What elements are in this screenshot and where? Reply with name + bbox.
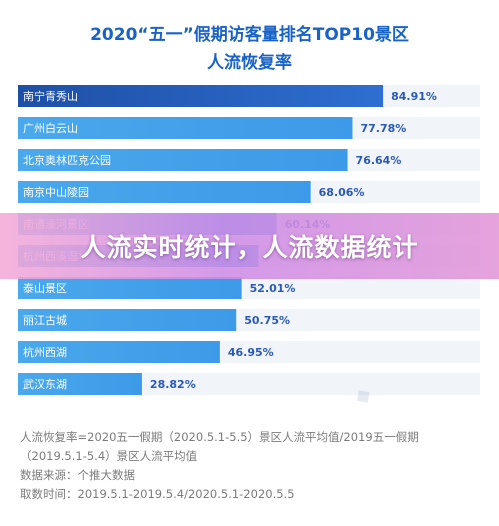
bar-category-label: 南宁青秀山 (23, 89, 78, 103)
bar-value-label: 28.82% (150, 378, 196, 391)
bar-value-label: 68.06% (319, 186, 365, 199)
bar-category-label: 泰山景区 (23, 281, 67, 295)
bar (18, 277, 242, 299)
bar-category-label: 武汉东湖 (23, 378, 67, 391)
bar (18, 149, 348, 171)
note-source: 数据来源：个推大数据 (20, 468, 135, 482)
note-formula-line1: 人流恢复率=2020五一假期（2020.5.1-5.5）景区人流平均值/2019… (20, 430, 419, 444)
bar-category-label: 丽江古城 (23, 314, 67, 327)
banner-text: 人流实时统计，人流数据统计 (80, 233, 419, 262)
bar-value-label: 52.01% (250, 282, 296, 295)
bar (18, 341, 220, 363)
bar-category-label: 北京奥林匹克公园 (23, 153, 111, 167)
bar-value-label: 77.78% (360, 122, 406, 135)
bar-category-label: 杭州西湖 (23, 345, 67, 359)
bar-value-label: 50.75% (244, 314, 290, 327)
bar (18, 309, 237, 331)
bar-category-label: 南京中山陵园 (23, 185, 89, 199)
bar (18, 117, 353, 139)
footnotes: 人流恢复率=2020五一假期（2020.5.1-5.5）景区人流平均值/2019… (20, 428, 490, 504)
bar (18, 181, 311, 203)
chart-title-line1: 2020“五一”假期访客量排名TOP10景区 (90, 25, 409, 45)
chart-title-line2: 人流恢复率 (207, 53, 292, 73)
overlay-banner: 人流实时统计，人流数据统计 (0, 213, 499, 279)
bar-category-label: 广州白云山 (23, 121, 78, 135)
bar-value-label: 76.64% (356, 154, 402, 167)
bar-value-label: 84.91% (391, 90, 437, 103)
bar (18, 85, 384, 107)
note-period: 取数时间：2019.5.1-2019.5.4/2020.5.1-2020.5.5 (20, 487, 295, 501)
note-formula-line2: （2019.5.1-5.4）景区人流平均值 (20, 449, 198, 463)
bar-value-label: 46.95% (228, 346, 274, 359)
bar (18, 373, 142, 395)
